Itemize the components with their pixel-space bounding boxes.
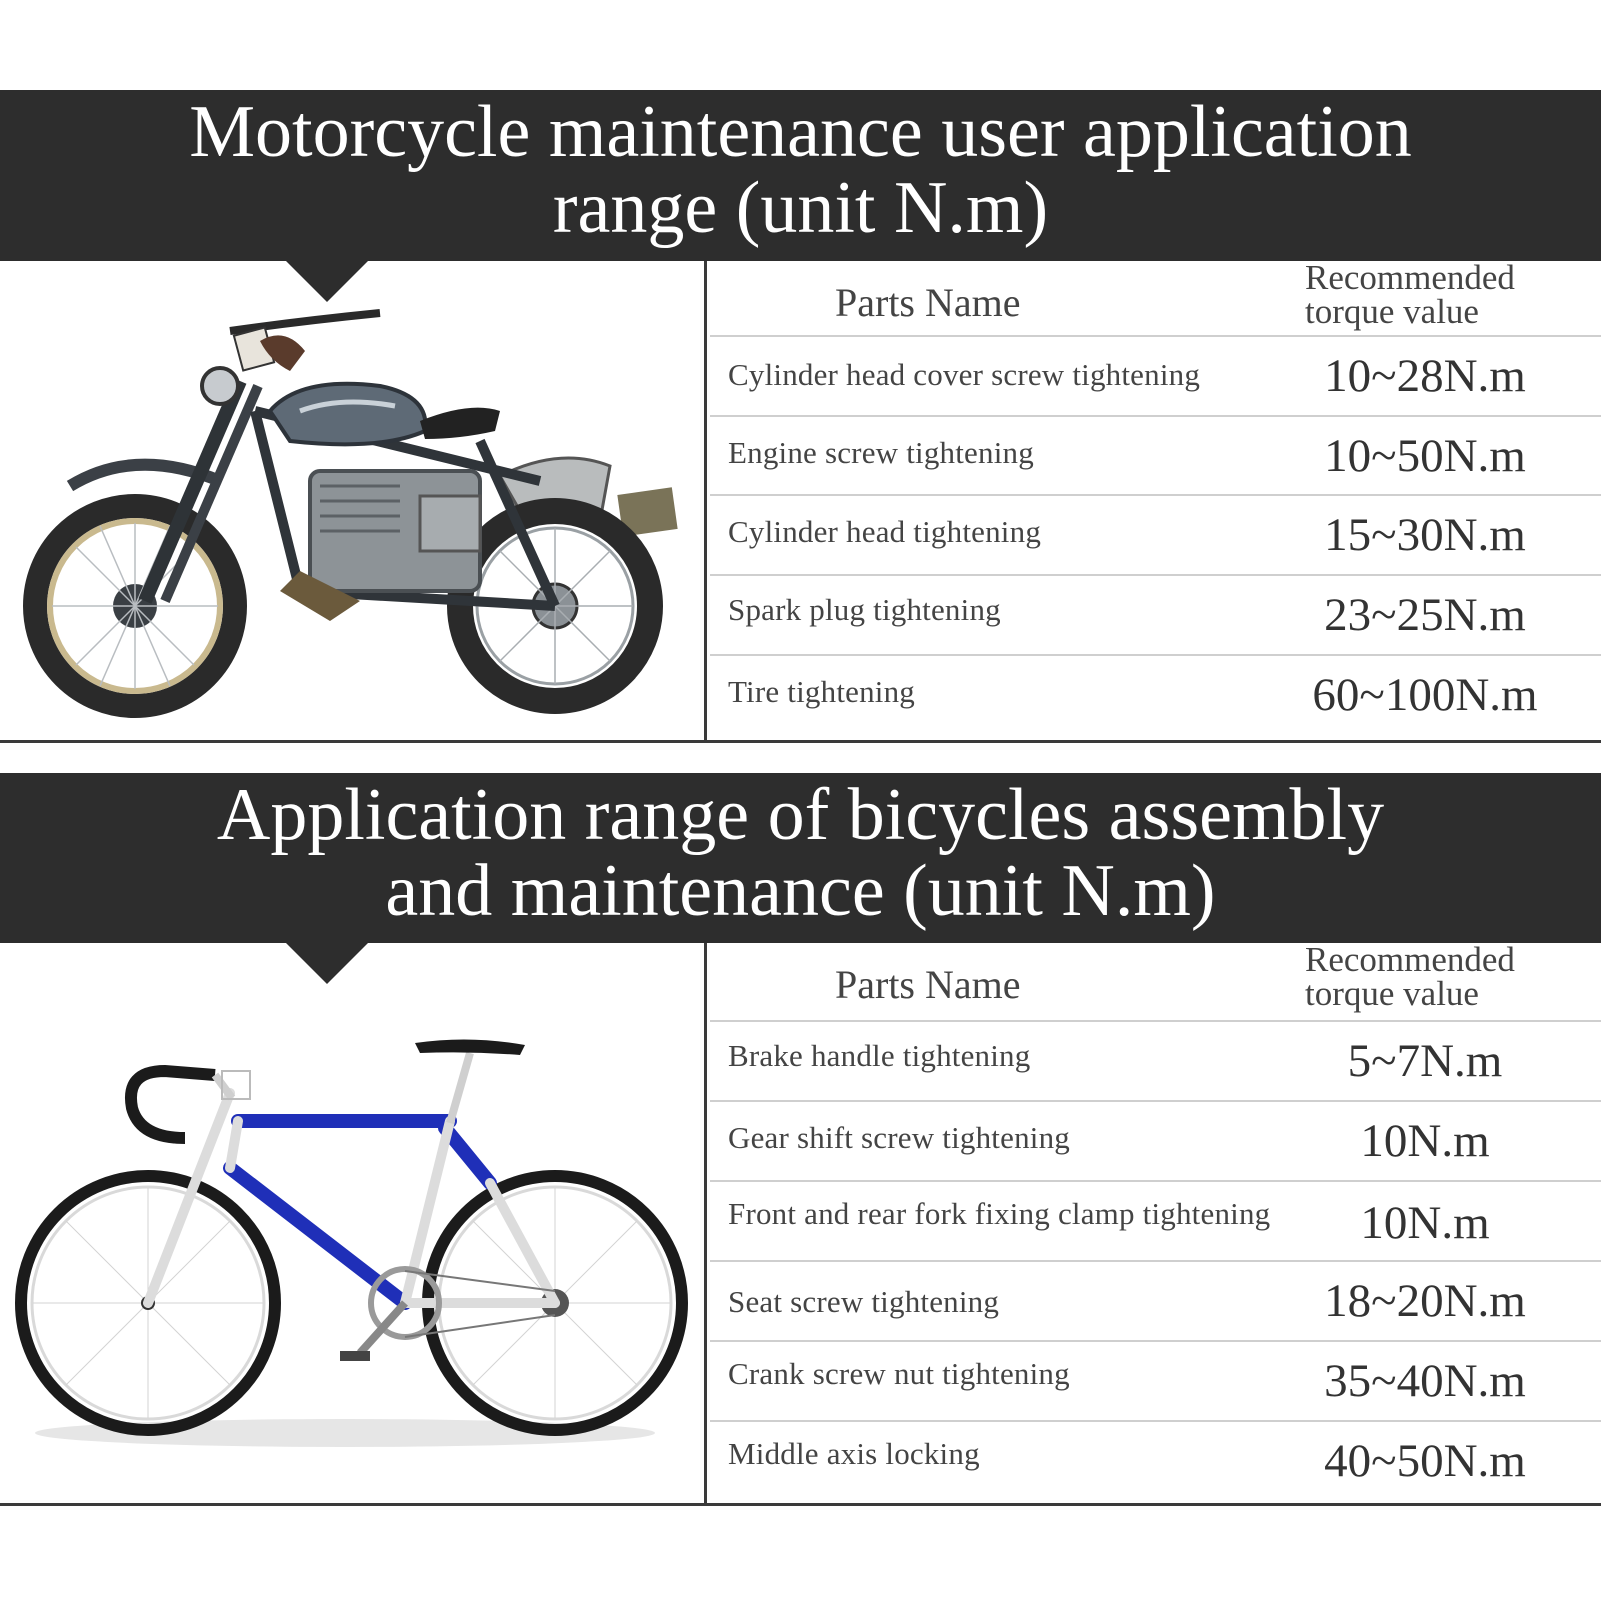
torque-header: Recommended torque value [1305, 258, 1515, 331]
bicycle-divider [704, 943, 707, 1503]
table-row: Tire tightening 60~100N.m [710, 656, 1601, 736]
bicycle-panel: Parts Name Recommended torque value Brak… [0, 940, 1601, 1506]
torque-value: 10~50N.m [1324, 430, 1526, 482]
part-name: Cylinder head cover screw tightening [728, 357, 1201, 392]
table-row: Crank screw nut tightening 35~40N.m [710, 1342, 1601, 1422]
bicycle-title-line2: and maintenance (unit N.m) [385, 850, 1216, 932]
bicycle-title-banner: Application range of bicycles assembly a… [0, 773, 1601, 943]
motorcycle-title-line1: Motorcycle maintenance user application [189, 91, 1412, 173]
torque-value: 35~40N.m [1324, 1355, 1526, 1407]
table-row: Seat screw tightening 18~20N.m [710, 1262, 1601, 1342]
torque-header: Recommended torque value [1305, 940, 1515, 1013]
part-name: Tire tightening [728, 674, 916, 709]
torque-header-line1: Recommended [1305, 258, 1515, 297]
torque-value: 10~28N.m [1324, 350, 1526, 402]
table-header: Parts Name Recommended torque value [710, 258, 1601, 337]
torque-value: 60~100N.m [1312, 669, 1538, 721]
table-row: Engine screw tightening 10~50N.m [710, 417, 1601, 496]
table-row: Gear shift screw tightening 10N.m [710, 1102, 1601, 1182]
motorcycle-title-line2: range (unit N.m) [552, 167, 1049, 249]
motorcycle-pointer [285, 260, 369, 302]
motorcycle-title-banner: Motorcycle maintenance user application … [0, 90, 1601, 261]
torque-header-line1: Recommended [1305, 940, 1515, 979]
bicycle-pointer [285, 942, 369, 984]
table-row: Cylinder head tightening 15~30N.m [710, 496, 1601, 576]
torque-value: 18~20N.m [1324, 1275, 1526, 1327]
parts-name-header: Parts Name [835, 962, 1021, 1007]
torque-header-line2: torque value [1305, 292, 1479, 331]
part-name: Cylinder head tightening [728, 514, 1042, 549]
table-row: Middle axis locking 40~50N.m [710, 1422, 1601, 1502]
torque-header-line2: torque value [1305, 974, 1479, 1013]
torque-value: 40~50N.m [1324, 1435, 1526, 1487]
torque-value: 15~30N.m [1324, 509, 1526, 561]
part-name: Engine screw tightening [728, 435, 1034, 470]
part-name: Gear shift screw tightening [728, 1120, 1070, 1155]
motorcycle-torque-table: Parts Name Recommended torque value Cyli… [710, 258, 1601, 736]
torque-value: 10N.m [1360, 1197, 1490, 1249]
part-name: Crank screw nut tightening [728, 1356, 1070, 1391]
table-row: Spark plug tightening 23~25N.m [710, 576, 1601, 656]
table-row: Front and rear fork fixing clamp tighten… [710, 1182, 1601, 1262]
motorcycle-divider [704, 261, 707, 740]
bicycle-title-line1: Application range of bicycles assembly [216, 774, 1385, 856]
torque-value: 5~7N.m [1347, 1035, 1503, 1087]
bicycle-image [15, 1039, 688, 1447]
torque-value: 23~25N.m [1324, 589, 1526, 641]
part-name: Front and rear fork fixing clamp tighten… [728, 1196, 1271, 1231]
part-name: Brake handle tightening [728, 1038, 1031, 1073]
part-name: Seat screw tightening [728, 1284, 1000, 1319]
table-row: Brake handle tightening 5~7N.m [710, 1022, 1601, 1102]
motorcycle-image [23, 309, 678, 718]
parts-name-header: Parts Name [835, 280, 1021, 325]
motorcycle-panel: Parts Name Recommended torque value Cyli… [0, 258, 1601, 743]
part-name: Spark plug tightening [728, 592, 1001, 627]
part-name: Middle axis locking [728, 1436, 980, 1471]
bicycle-torque-table: Parts Name Recommended torque value Brak… [710, 940, 1601, 1502]
torque-value: 10N.m [1360, 1115, 1490, 1167]
table-header: Parts Name Recommended torque value [710, 940, 1601, 1022]
table-row: Cylinder head cover screw tightening 10~… [710, 337, 1601, 417]
